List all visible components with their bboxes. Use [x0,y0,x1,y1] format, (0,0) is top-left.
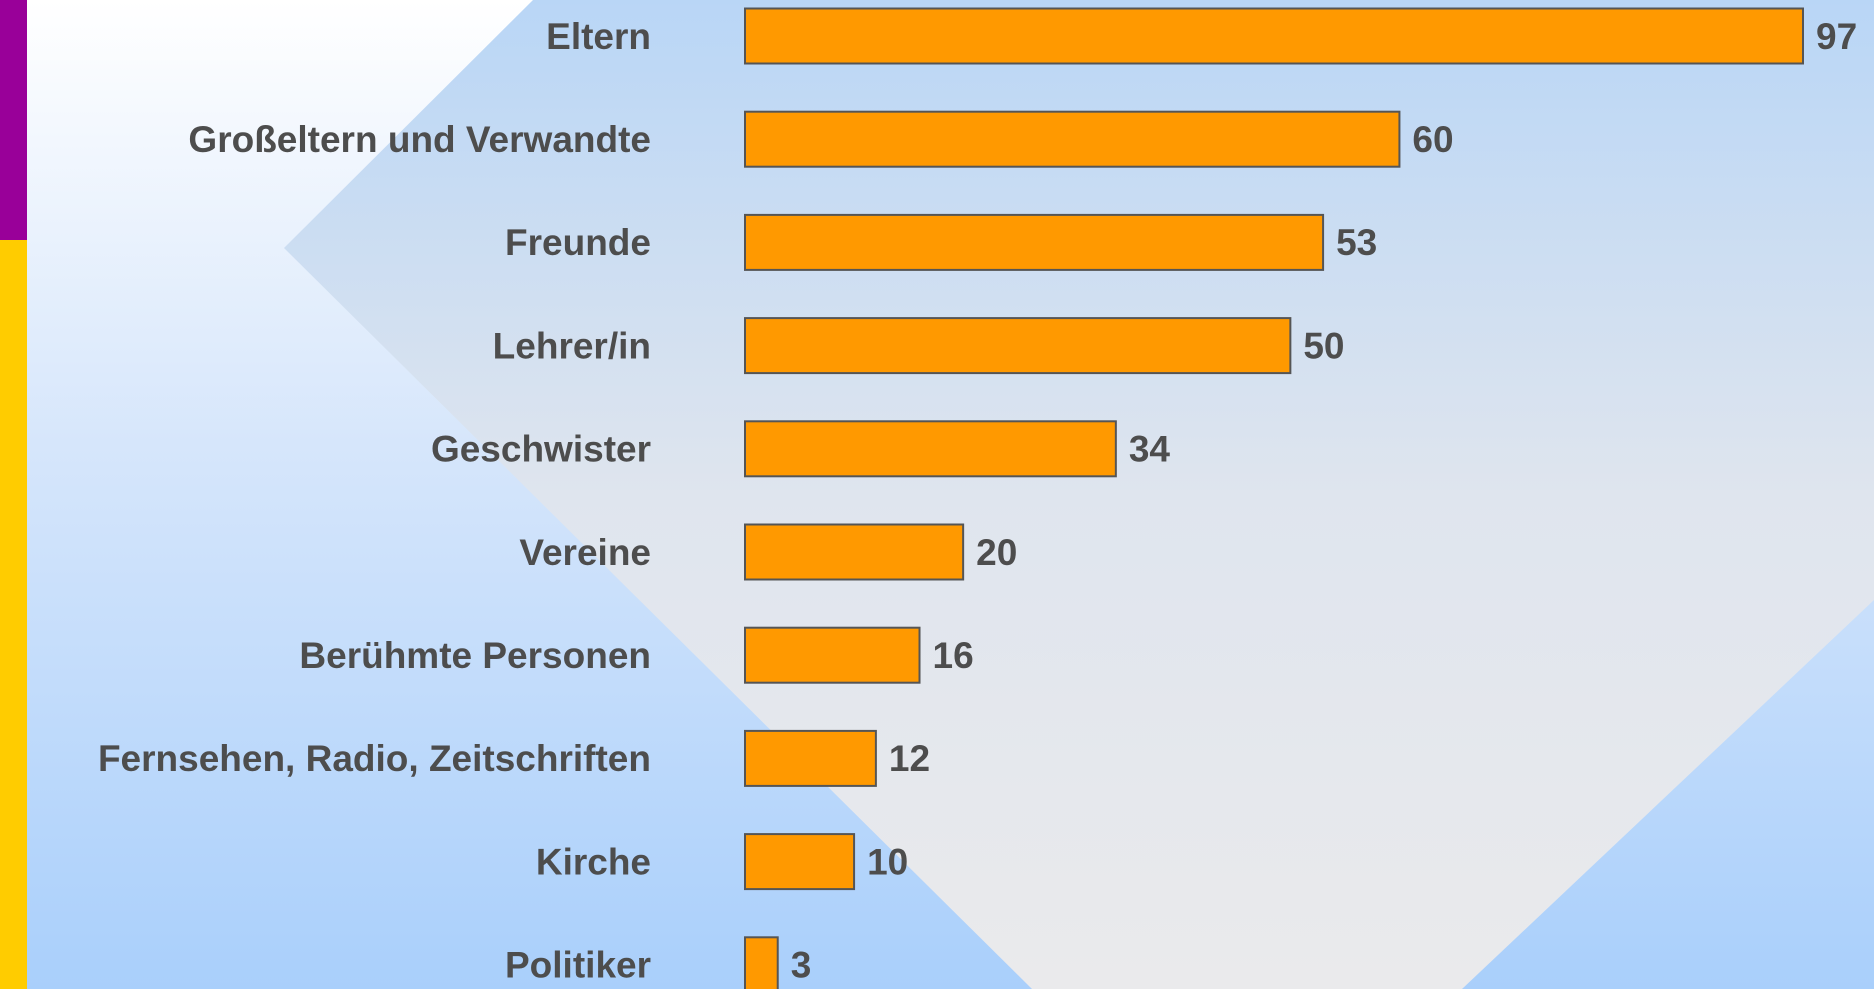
value-label: 12 [889,738,930,779]
value-label: 20 [976,532,1017,573]
bar [744,7,1804,65]
bar [744,110,1401,168]
bar [744,420,1117,478]
value-label: 3 [791,945,812,986]
category-label: Fernsehen, Radio, Zeitschriften [98,738,651,779]
category-label: Freunde [505,222,651,263]
bar [744,626,921,684]
bar [744,317,1292,375]
category-label: Geschwister [431,429,651,470]
bar [744,523,965,581]
category-label: Großeltern und Verwandte [188,119,651,160]
bar [744,936,779,989]
category-label: Vereine [519,532,651,573]
value-label: 34 [1129,429,1171,470]
bar [744,213,1325,271]
value-label: 53 [1336,222,1377,263]
category-label: Lehrer/in [493,325,651,366]
bar [744,729,877,787]
value-label: 50 [1303,325,1344,366]
value-label: 10 [867,841,908,882]
side-bar-yellow [0,240,27,989]
category-label: Berühmte Personen [299,635,651,676]
value-label: 16 [933,635,974,676]
value-label: 60 [1412,119,1453,160]
side-bar-purple [0,0,27,240]
value-label: 97 [1816,16,1857,57]
bar [744,833,856,891]
category-label: Eltern [546,16,651,57]
category-label: Politiker [505,945,651,986]
diamond [284,0,1874,989]
category-label: Kirche [536,841,651,882]
